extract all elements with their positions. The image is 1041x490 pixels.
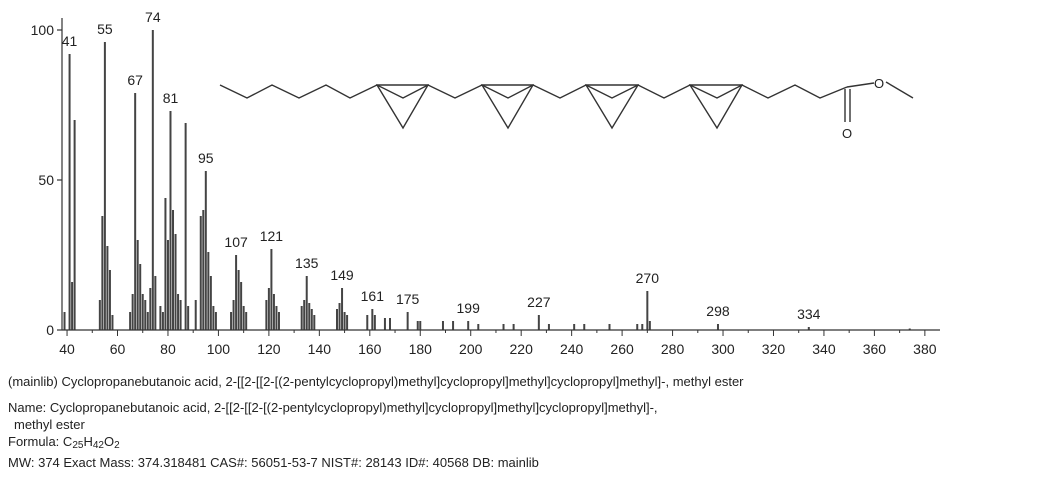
x-tick-label: 200 [459, 341, 483, 357]
compound-name-line1: Name: Cyclopropanebutanoic acid, 2-[[2-[… [8, 400, 658, 415]
spectrum-caption: (mainlib) Cyclopropanebutanoic acid, 2-[… [8, 374, 744, 389]
formula-hydrogen-count: 42 [92, 440, 104, 451]
x-tick-label: 360 [863, 341, 887, 357]
formula-oxygen-count: 2 [114, 440, 120, 451]
compound-name-line2: methyl ester [14, 417, 85, 432]
peak-label: 135 [295, 255, 319, 271]
x-tick-label: 260 [610, 341, 634, 357]
peak-label: 298 [706, 303, 730, 319]
y-tick-label: 50 [38, 172, 54, 188]
x-tick-label: 100 [207, 341, 231, 357]
ester-oxygen-label: O [874, 76, 884, 91]
peak-label: 199 [457, 300, 481, 316]
carbonyl-oxygen-label: O [842, 126, 852, 141]
peak-label: 55 [97, 21, 113, 37]
x-tick-label: 240 [560, 341, 584, 357]
peak-label: 227 [527, 294, 551, 310]
x-tick-label: 120 [257, 341, 281, 357]
x-tick-label: 180 [409, 341, 433, 357]
formula-hydrogen: H [83, 434, 93, 449]
mass-spectrum-chart: 0 50 100 40 60 80 100 120 140 160 180 200 220 240 260 2… [31, 9, 940, 357]
molecule-structure [219, 81, 914, 130]
cyclopropane-ring-3 [584, 84, 640, 130]
peak-label: 161 [361, 288, 385, 304]
x-tick-label: 160 [358, 341, 382, 357]
peak-label: 81 [163, 90, 179, 106]
x-tick-label: 40 [59, 341, 75, 357]
x-tick-label: 380 [913, 341, 937, 357]
cyclopropane-ring-4 [688, 84, 744, 130]
x-tick-label: 300 [711, 341, 735, 357]
x-tick-label: 60 [110, 341, 126, 357]
formula-carbon-count: 25 [72, 440, 84, 451]
formula-label: Formula: [8, 434, 60, 449]
structure-skeleton [219, 84, 848, 99]
peak-label: 270 [636, 270, 660, 286]
peak-label: 67 [127, 72, 143, 88]
peak-label: 41 [62, 33, 78, 49]
x-tick-label: 80 [160, 341, 176, 357]
peak-label: 334 [797, 306, 821, 322]
peak-label: 74 [145, 9, 161, 25]
x-tick-label: 140 [308, 341, 332, 357]
cyclopropane-ring-1 [375, 84, 430, 130]
peaks-layer [63, 30, 911, 330]
x-tick-label: 280 [661, 341, 685, 357]
peak-labels-layer: 41 55 67 74 81 95 107 121 135 149 161 175 199 227 270 2… [62, 9, 821, 322]
formula-oxygen: O [103, 434, 115, 449]
peak-label: 121 [260, 228, 284, 244]
y-tick-label: 100 [31, 22, 55, 38]
peak-label: 95 [198, 150, 214, 166]
formula-line: Formula: C25H42O2 [8, 434, 120, 451]
x-tick-label: 340 [812, 341, 836, 357]
y-tick-label: 0 [46, 322, 54, 338]
peak-label: 107 [224, 234, 248, 250]
ester-bond-1 [846, 82, 875, 88]
peak-label: 149 [330, 267, 354, 283]
x-tick-label: 220 [510, 341, 534, 357]
cyclopropane-ring-2 [480, 84, 535, 130]
formula-carbon: C [62, 434, 73, 449]
axes-layer: 0 50 100 40 60 80 100 120 140 160 180 200 220 240 260 2… [31, 18, 940, 357]
peak-label: 175 [396, 291, 420, 307]
x-tick-label: 320 [762, 341, 786, 357]
mass-info-line: MW: 374 Exact Mass: 374.318481 CAS#: 560… [8, 455, 539, 470]
ester-bond-2 [885, 81, 914, 99]
